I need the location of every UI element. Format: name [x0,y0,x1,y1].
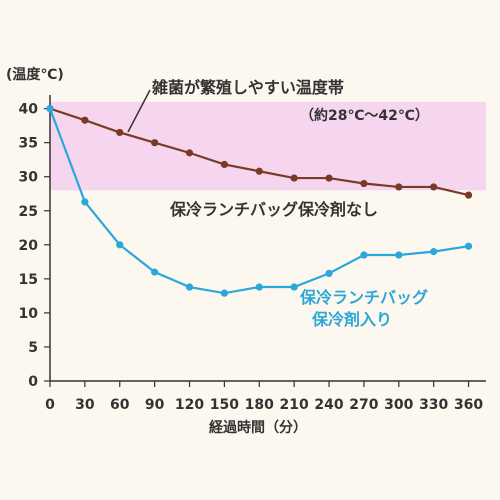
band-label: 雑菌が繁殖しやすい温度帯 [151,78,344,97]
series-point-0 [464,191,473,199]
series-point-1 [185,283,194,291]
x-tick-label: 0 [45,397,55,413]
x-tick-label: 120 [175,397,204,413]
band-label-leader [127,89,151,133]
x-tick-label: 150 [210,397,239,413]
series-point-0 [116,128,124,137]
series-point-0 [185,149,194,157]
series-layer [46,89,473,297]
series-point-1 [290,283,298,291]
series-label-with-ice-line1: 保冷ランチバッグ [299,288,428,307]
y-tick-label: 10 [19,306,39,322]
series-point-1 [151,268,159,276]
y-tick-label: 30 [19,170,39,186]
series-point-0 [395,183,403,191]
series-point-0 [325,174,333,182]
series-point-0 [430,183,438,191]
x-tick-label: 270 [349,397,378,413]
y-tick-label: 25 [19,204,38,220]
series-point-1 [464,242,473,250]
x-tick-label: 210 [280,397,309,413]
x-tick-label: 330 [419,397,448,413]
series-point-1 [46,105,54,113]
series-point-0 [360,179,368,188]
y-tick-label: 40 [19,102,39,118]
y-tick-label: 0 [28,374,38,390]
x-tick-label: 300 [384,397,413,413]
series-point-0 [81,116,89,124]
x-tick-label: 90 [145,397,165,413]
x-axis-ticks: 0 30 60 90 120 150 180 210 240 270 300 330 360 [45,381,483,413]
series-point-1 [81,198,89,206]
series-point-0 [255,167,263,175]
y-axis-title: (温度℃) [6,66,64,83]
series-point-1 [395,251,403,259]
series-point-0 [220,160,228,169]
series-point-1 [360,251,368,259]
series-label-with-ice: 保冷ランチバッグ保冷剤入り [299,288,428,329]
x-tick-label: 60 [110,397,130,413]
series-point-0 [290,174,298,182]
series-point-1 [430,248,438,256]
y-tick-label: 5 [28,340,38,356]
series-point-1 [220,289,228,297]
x-tick-label: 180 [245,397,274,413]
series-point-1 [255,283,263,291]
y-tick-label: 35 [19,136,38,152]
x-tick-label: 240 [314,397,343,413]
y-axis-ticks: 0 5 10 15 20 25 30 35 40 [19,102,50,390]
y-tick-label: 15 [19,272,38,288]
band-zone [50,101,486,191]
series-label-no-ice: 保冷ランチバッグ保冷剤なし [169,200,378,219]
series-label-with-ice-line2: 保冷剤入り [311,310,392,329]
series-point-1 [116,241,124,249]
series-point-1 [325,269,333,278]
x-axis-title: 経過時間（分） [209,419,307,436]
x-tick-label: 30 [75,397,95,413]
series-point-0 [151,139,159,147]
x-tick-label: 360 [454,397,483,413]
y-tick-label: 20 [19,238,39,254]
band-range-label: （約28℃～42℃） [300,107,429,124]
